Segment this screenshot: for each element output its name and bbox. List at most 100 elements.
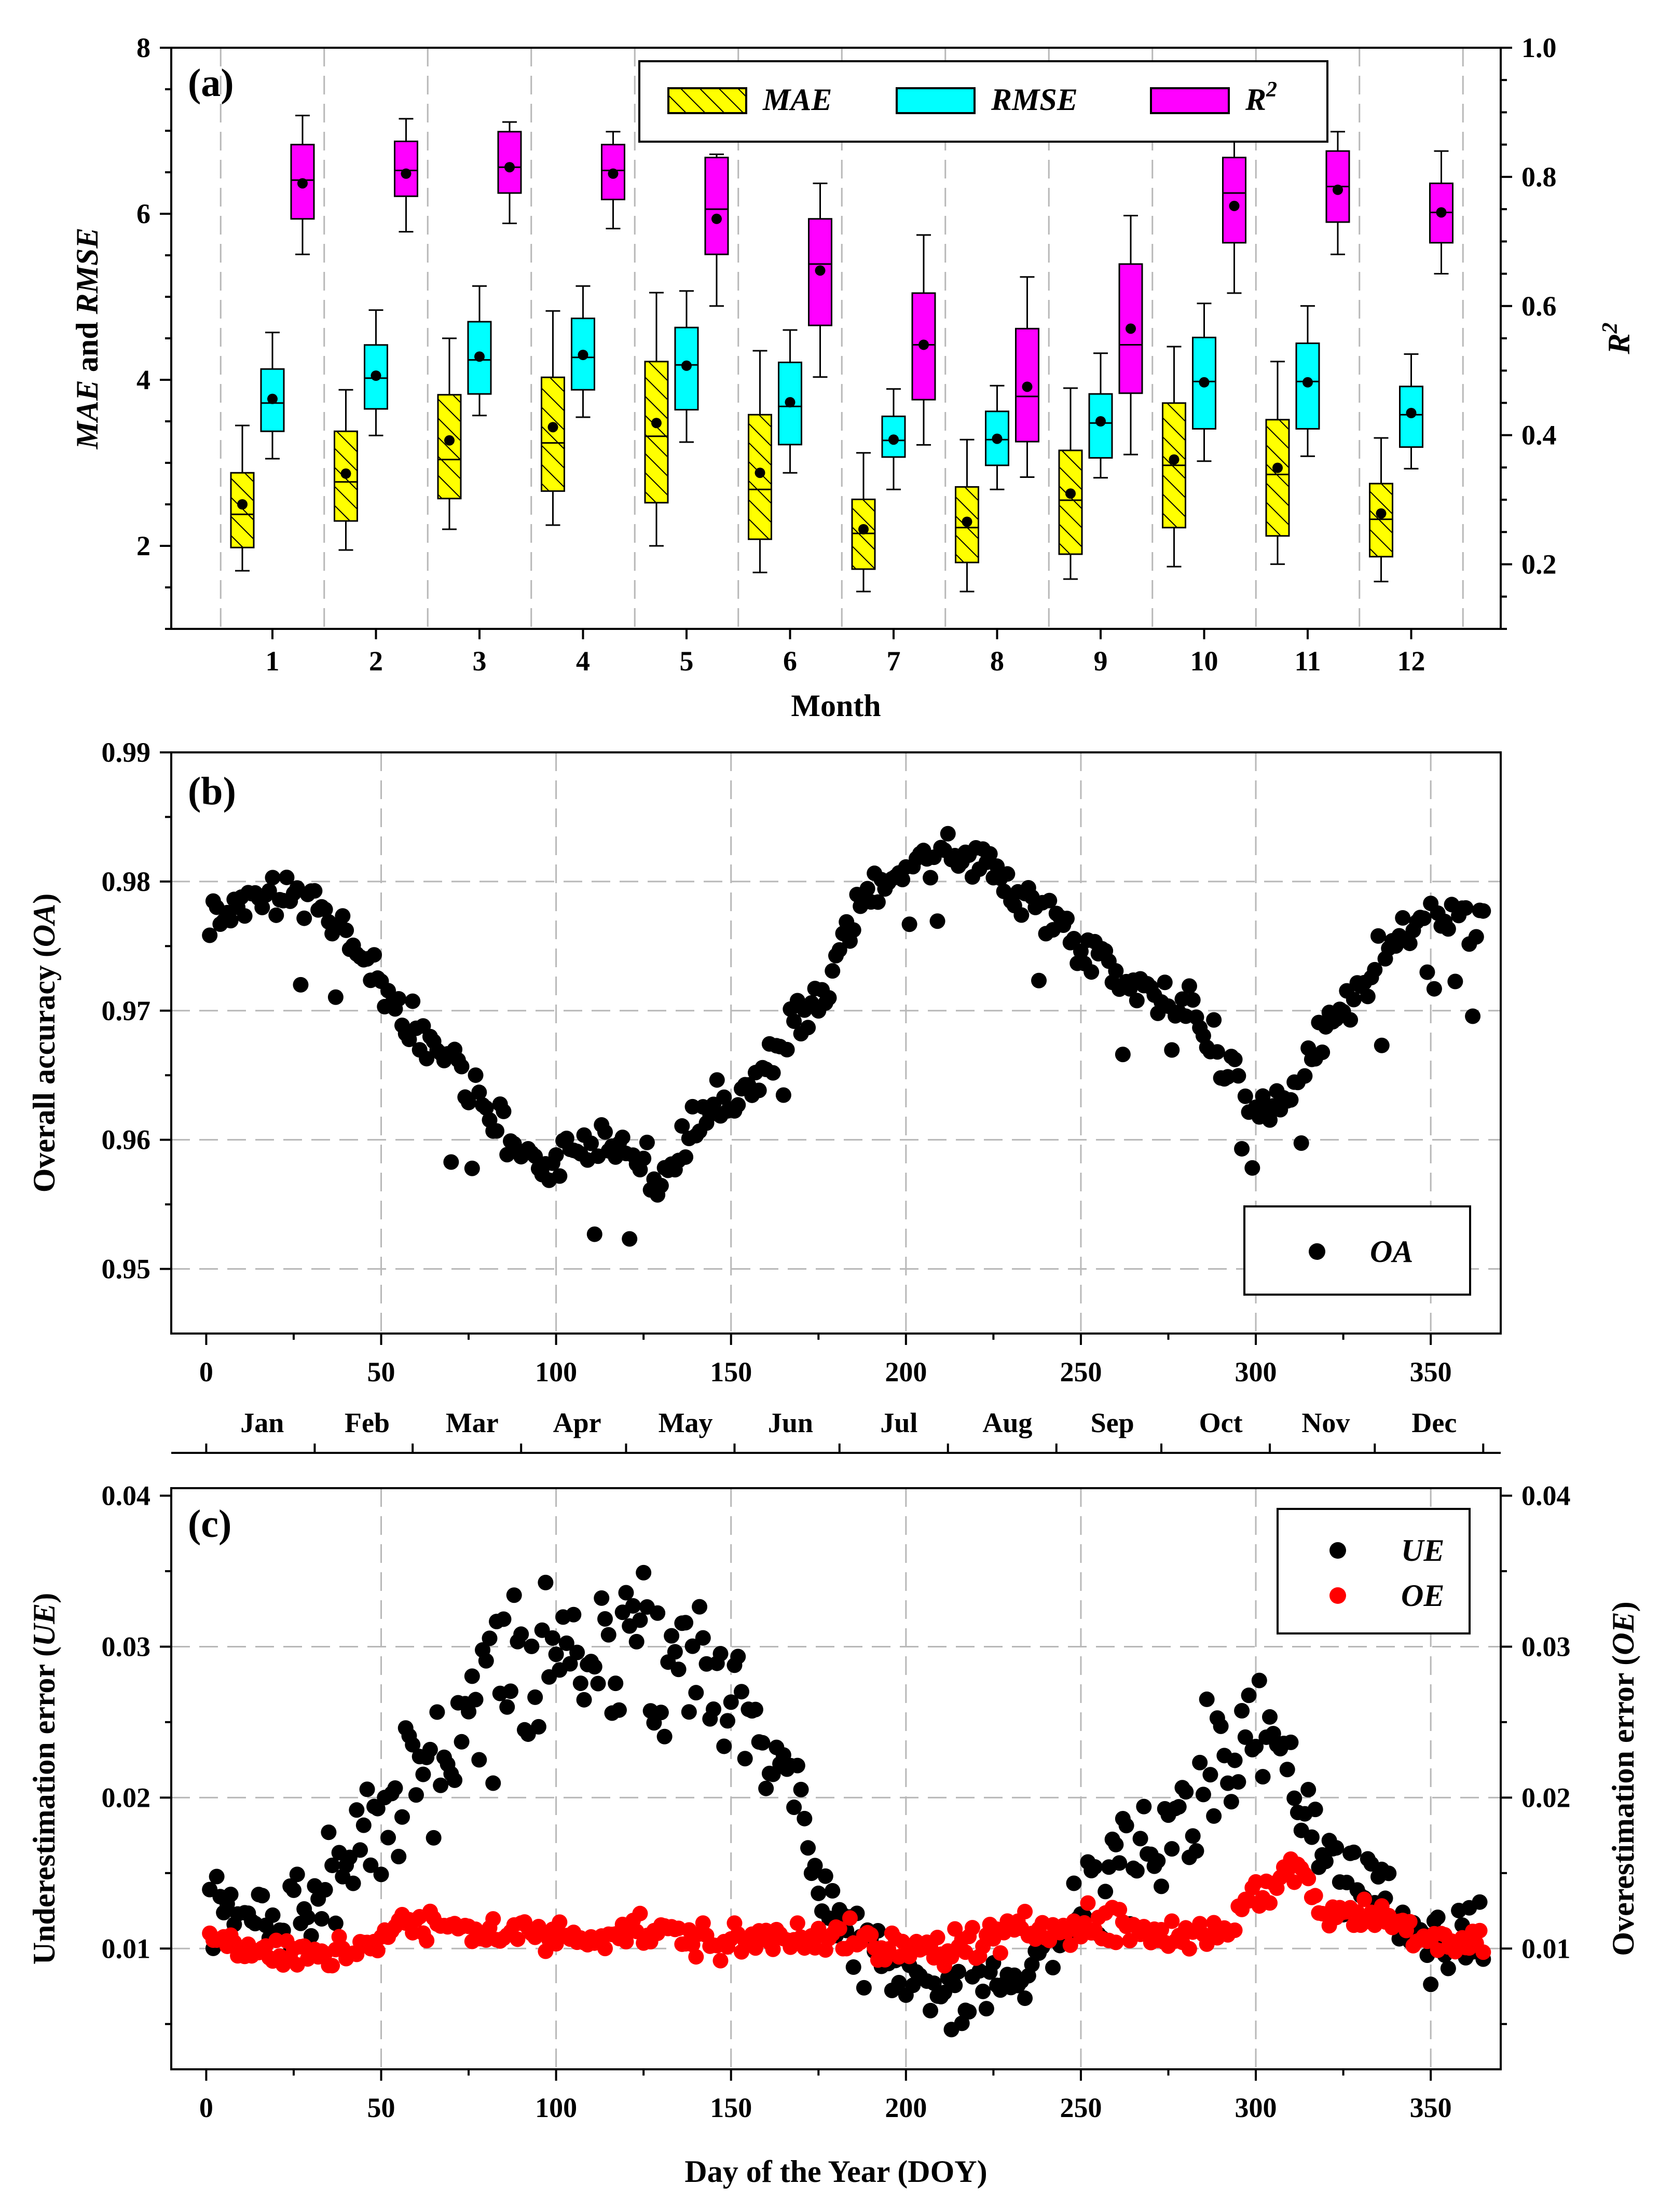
ue-point xyxy=(352,1842,368,1858)
ue-point xyxy=(1087,1859,1103,1875)
box-r2-month-7 xyxy=(911,234,936,446)
oa-point xyxy=(401,1032,417,1048)
panel-a-right-axis-title: R2 xyxy=(1598,322,1636,354)
box-iqr xyxy=(704,157,729,255)
ue-point xyxy=(1286,1790,1302,1806)
legend-marker-oe xyxy=(1329,1587,1346,1604)
panel-b-scatter-chart: 0 50 100 150 200 250 300 350 0.95 0.96 0.97 0.98 0.9… xyxy=(27,737,1502,1454)
panel-a-x-tick-label: 8 xyxy=(990,645,1004,677)
panel-c-y-axis-title: Underestimation error (UE) xyxy=(27,1593,61,1965)
month-label-dec: Dec xyxy=(1411,1407,1457,1438)
box-iqr xyxy=(437,394,462,500)
panel-a-y-axis-title: MAE and RMSE xyxy=(70,228,104,450)
oa-point xyxy=(895,872,911,888)
ue-point xyxy=(1237,1729,1253,1745)
panel-a-x-tick-label: 12 xyxy=(1397,645,1425,677)
oa-point xyxy=(1059,911,1075,927)
panel-a-gridlines xyxy=(220,48,1464,629)
ue-point xyxy=(548,1646,564,1663)
oe-point xyxy=(831,1921,847,1937)
ue-point xyxy=(513,1626,529,1642)
ue-point xyxy=(1024,1957,1040,1973)
panel-a-x-tick-label: 4 xyxy=(576,645,590,677)
ue-point xyxy=(656,1728,673,1744)
box-mean xyxy=(547,422,558,433)
month-label-aug: Aug xyxy=(982,1407,1032,1438)
panel-b-plot-frame xyxy=(170,751,1502,1335)
panel-a-ylabel-rmse: RMSE xyxy=(70,228,104,315)
oa-point xyxy=(307,883,323,899)
box-mean xyxy=(401,168,412,179)
ue-point xyxy=(1195,1787,1211,1803)
ue-point xyxy=(625,1598,641,1614)
ue-point xyxy=(1154,1878,1170,1894)
ue-point xyxy=(755,1735,771,1751)
ue-point xyxy=(1430,1909,1446,1926)
ue-point xyxy=(265,1907,281,1923)
ue-point xyxy=(597,1611,613,1627)
legend-marker-oa xyxy=(1309,1243,1325,1260)
panel-c-right-tick-label: 0.04 xyxy=(1521,1480,1571,1512)
box-mae-month-10 xyxy=(1162,346,1186,568)
oa-point xyxy=(478,1100,494,1116)
legend-label-rmse: RMSE xyxy=(991,83,1078,117)
panel-b-points xyxy=(202,826,1491,1247)
ue-point xyxy=(1230,1774,1246,1790)
panel-a-right-ylabel-sup: 2 xyxy=(1598,322,1622,334)
oa-point xyxy=(1164,1042,1180,1058)
ue-point xyxy=(667,1644,683,1660)
box-iqr xyxy=(1399,386,1423,448)
ue-point xyxy=(856,1980,872,1996)
ue-point xyxy=(1017,1990,1033,2007)
panel-c-points xyxy=(202,1564,1491,2038)
box-mean xyxy=(1022,381,1033,392)
panel-a-x-tick-label: 9 xyxy=(1094,645,1108,677)
oe-point xyxy=(349,1946,365,1962)
box-iqr xyxy=(644,361,669,504)
panel-c-ticks: 0 50 100 150 200 250 300 350 0.01 0.02 0.03 0.04 0.0… xyxy=(102,1480,1571,2123)
oe-point xyxy=(331,1929,347,1945)
box-mean xyxy=(444,435,455,446)
ue-point xyxy=(1346,1844,1362,1860)
ue-point xyxy=(369,1801,386,1817)
panel-c-legend: UE OE xyxy=(1277,1508,1471,1634)
ue-point xyxy=(530,1719,546,1735)
box-mean xyxy=(1169,454,1180,465)
oa-point xyxy=(237,908,253,924)
oa-point xyxy=(779,1041,795,1057)
oa-point xyxy=(293,977,309,993)
box-r2-month-2 xyxy=(394,118,418,233)
ue-point xyxy=(1251,1672,1267,1688)
ue-point xyxy=(845,1959,861,1975)
box-mean xyxy=(1272,462,1283,473)
oe-point xyxy=(1475,1944,1491,1960)
ue-point xyxy=(947,1977,963,1994)
panel-b-x-tick-label: 100 xyxy=(535,1356,577,1387)
month-label-may: May xyxy=(659,1407,713,1438)
ue-point xyxy=(1223,1794,1239,1810)
ue-point xyxy=(1472,1894,1488,1910)
ue-point xyxy=(1255,1769,1271,1785)
box-rmse-month-11 xyxy=(1295,305,1320,457)
box-r2-month-8 xyxy=(1015,276,1039,478)
ue-point xyxy=(706,1701,722,1717)
oa-point xyxy=(653,1177,669,1193)
oa-point xyxy=(391,991,407,1007)
panel-a-boxes xyxy=(230,115,1453,593)
legend-label-ue: UE xyxy=(1401,1533,1444,1568)
oa-point xyxy=(901,916,917,932)
panel-c-x-tick-label: 50 xyxy=(367,2092,395,2123)
panel-b-ylabel-pre: Overall accuracy ( xyxy=(27,947,61,1192)
ue-point xyxy=(1213,1718,1229,1734)
panel-a-left-tick-label: 6 xyxy=(136,198,150,229)
ue-point xyxy=(289,1866,305,1883)
oa-point xyxy=(1234,1141,1250,1157)
ue-point xyxy=(391,1849,407,1865)
oa-point xyxy=(1465,1008,1481,1024)
panel-c-x-axis-title: Day of the Year (DOY) xyxy=(684,2154,987,2189)
ue-point xyxy=(954,2015,970,2031)
ue-point xyxy=(506,1587,522,1603)
oa-point xyxy=(999,866,1016,882)
box-mae-month-4 xyxy=(541,310,565,526)
oa-point xyxy=(1370,928,1387,944)
